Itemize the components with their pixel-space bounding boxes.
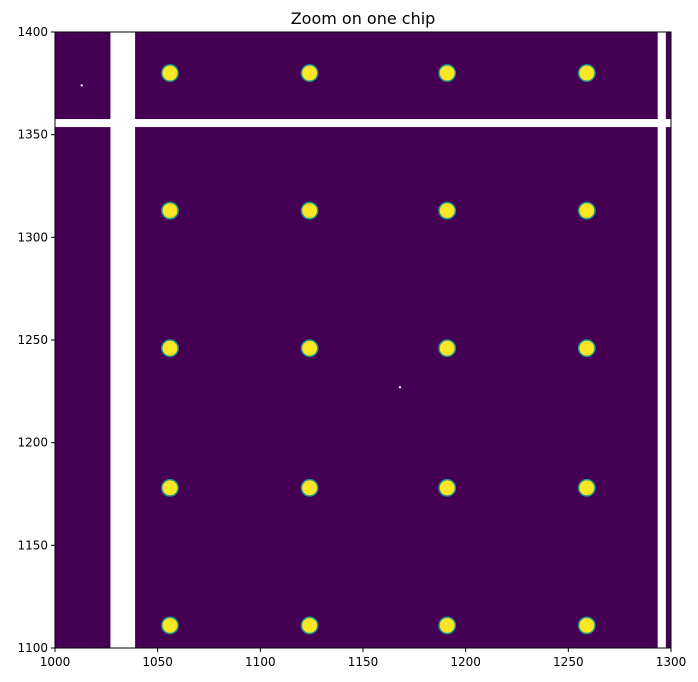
spot: [577, 616, 596, 635]
spot: [438, 478, 457, 497]
chip-gap-vertical: [110, 32, 136, 648]
plot-area: [55, 32, 671, 648]
chip-gap-horizontal: [55, 119, 671, 128]
x-tick-label: 1200: [450, 655, 481, 669]
image-background: [55, 32, 671, 648]
spot: [300, 478, 319, 497]
spot: [161, 339, 179, 358]
x-tick-label: 1150: [348, 655, 379, 669]
x-tick-label: 1000: [40, 655, 71, 669]
spot: [161, 64, 179, 83]
spot: [438, 64, 457, 83]
y-tick-label: 1400: [17, 25, 48, 39]
spot: [300, 201, 319, 220]
spot: [300, 64, 319, 83]
spot: [577, 201, 596, 220]
y-tick-label: 1200: [17, 436, 48, 450]
spot: [438, 201, 457, 220]
y-tick-label: 1300: [17, 230, 48, 244]
y-tick-label: 1250: [17, 333, 48, 347]
x-tick-label: 1250: [553, 655, 584, 669]
spot: [438, 339, 457, 358]
hot-pixel: [80, 84, 83, 87]
spot: [577, 339, 596, 358]
y-tick-label: 1150: [17, 538, 48, 552]
spot: [161, 201, 179, 220]
chip-gap-vertical: [657, 32, 666, 648]
y-tick-label: 1350: [17, 128, 48, 142]
axes: 1000 1050 1100 1150 1200 1250 1300 1100 1150 1200…: [17, 25, 686, 669]
spot: [300, 616, 319, 635]
spot: [438, 616, 457, 635]
x-tick-label: 1300: [656, 655, 687, 669]
chart-title: Zoom on one chip: [291, 9, 436, 28]
spot: [161, 616, 179, 635]
spot: [161, 478, 179, 497]
spot: [300, 339, 319, 358]
hot-pixel: [398, 386, 401, 389]
spot: [577, 478, 596, 497]
x-tick-label: 1050: [142, 655, 173, 669]
x-tick-label: 1100: [245, 655, 276, 669]
spot: [577, 64, 596, 83]
y-tick-label: 1100: [17, 641, 48, 655]
